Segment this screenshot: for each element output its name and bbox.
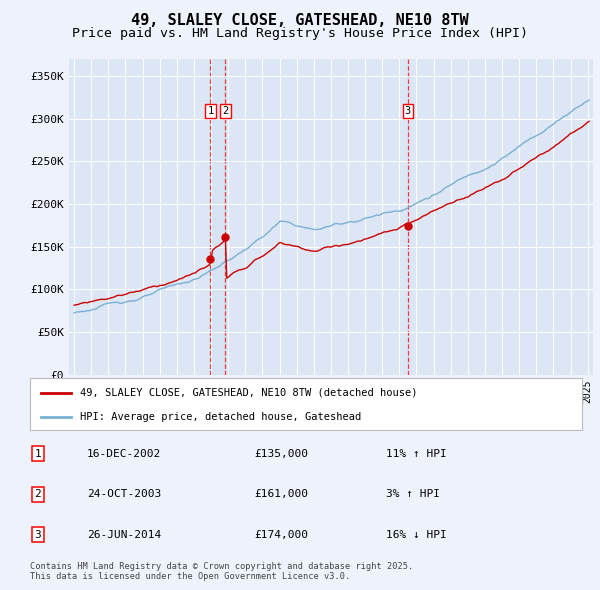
Text: Contains HM Land Registry data © Crown copyright and database right 2025.
This d: Contains HM Land Registry data © Crown c…: [30, 562, 413, 581]
Text: 1: 1: [35, 448, 41, 458]
Text: 3: 3: [35, 530, 41, 540]
Text: 3% ↑ HPI: 3% ↑ HPI: [386, 489, 440, 499]
Text: HPI: Average price, detached house, Gateshead: HPI: Average price, detached house, Gate…: [80, 412, 361, 422]
Text: 24-OCT-2003: 24-OCT-2003: [87, 489, 161, 499]
Text: 1: 1: [207, 106, 214, 116]
Bar: [211, 59, 226, 375]
Text: £161,000: £161,000: [254, 489, 308, 499]
Text: 3: 3: [405, 106, 411, 116]
Text: 16% ↓ HPI: 16% ↓ HPI: [386, 530, 447, 540]
Text: 11% ↑ HPI: 11% ↑ HPI: [386, 448, 447, 458]
Text: £174,000: £174,000: [254, 530, 308, 540]
Text: £135,000: £135,000: [254, 448, 308, 458]
Text: 26-JUN-2014: 26-JUN-2014: [87, 530, 161, 540]
Text: 49, SLALEY CLOSE, GATESHEAD, NE10 8TW (detached house): 49, SLALEY CLOSE, GATESHEAD, NE10 8TW (d…: [80, 388, 417, 398]
Text: 16-DEC-2002: 16-DEC-2002: [87, 448, 161, 458]
Text: Price paid vs. HM Land Registry's House Price Index (HPI): Price paid vs. HM Land Registry's House …: [72, 27, 528, 40]
Text: 49, SLALEY CLOSE, GATESHEAD, NE10 8TW: 49, SLALEY CLOSE, GATESHEAD, NE10 8TW: [131, 13, 469, 28]
Text: 2: 2: [222, 106, 229, 116]
Text: 2: 2: [35, 489, 41, 499]
